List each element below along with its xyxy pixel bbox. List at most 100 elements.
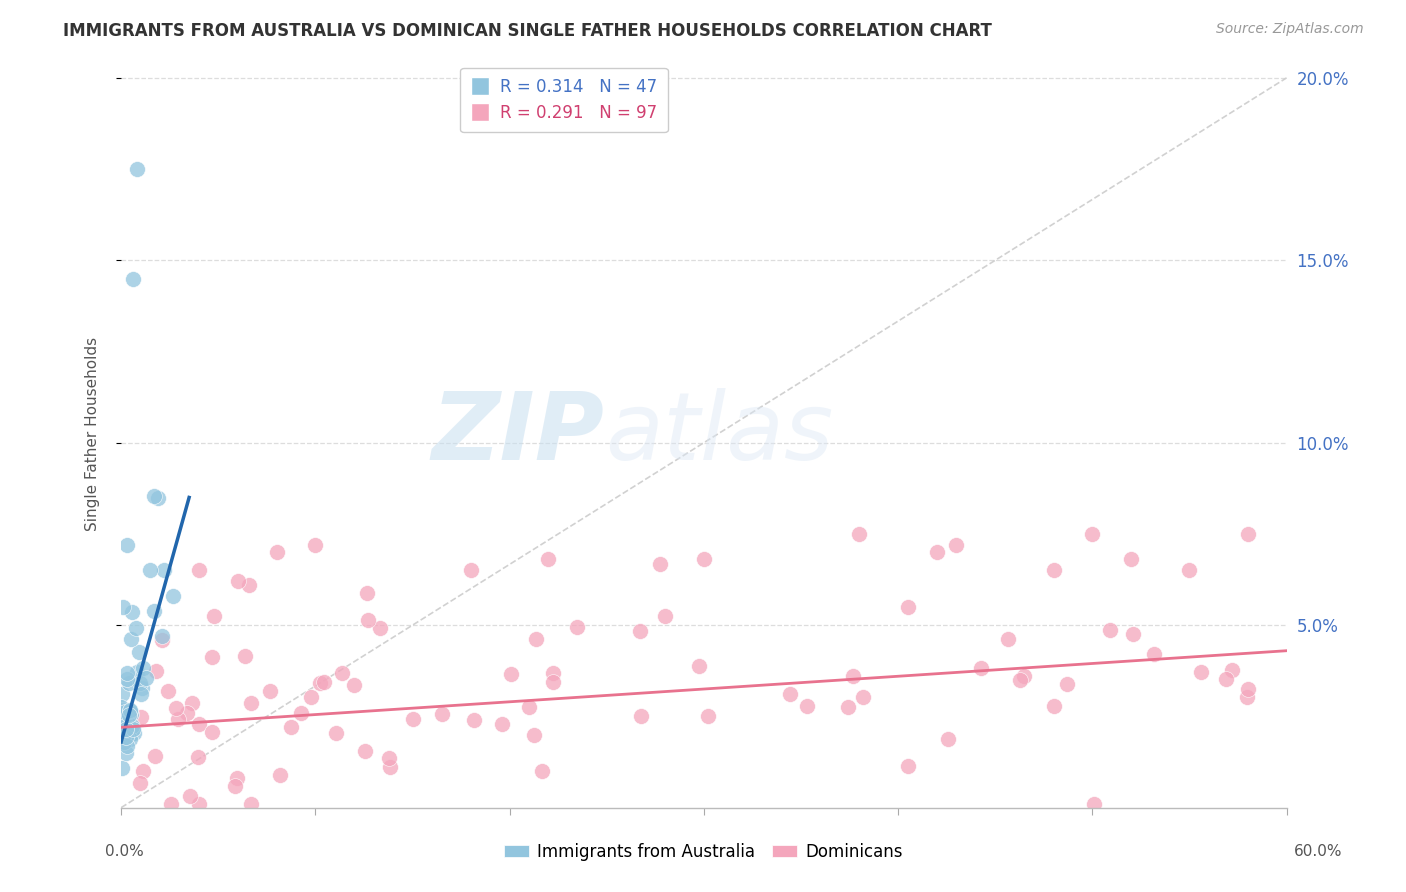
Point bbox=[259, 683, 281, 698]
Point bbox=[290, 706, 312, 721]
Point bbox=[1189, 665, 1212, 679]
Point bbox=[110, 700, 132, 714]
Point bbox=[240, 797, 263, 811]
Point bbox=[117, 672, 139, 686]
Point bbox=[142, 489, 165, 503]
Point bbox=[537, 552, 560, 566]
Point bbox=[112, 714, 135, 729]
Point bbox=[491, 717, 513, 731]
Point bbox=[848, 527, 870, 541]
Point bbox=[131, 681, 153, 695]
Point bbox=[125, 665, 148, 680]
Point bbox=[118, 708, 141, 723]
Point bbox=[120, 707, 142, 722]
Point bbox=[120, 632, 142, 647]
Point bbox=[125, 621, 148, 635]
Point bbox=[121, 722, 143, 736]
Point bbox=[115, 538, 138, 552]
Point bbox=[1083, 797, 1105, 811]
Point bbox=[970, 660, 993, 674]
Point bbox=[121, 719, 143, 733]
Point bbox=[150, 629, 173, 643]
Point bbox=[693, 552, 716, 566]
Point bbox=[187, 797, 209, 811]
Point bbox=[167, 712, 190, 726]
Point bbox=[145, 664, 167, 678]
Point bbox=[543, 666, 565, 681]
Point bbox=[117, 739, 139, 753]
Point bbox=[357, 613, 380, 627]
Point bbox=[187, 750, 209, 764]
Point bbox=[114, 723, 136, 737]
Point bbox=[239, 697, 262, 711]
Point bbox=[114, 722, 136, 736]
Point bbox=[115, 665, 138, 680]
Point bbox=[120, 726, 142, 740]
Point bbox=[356, 585, 378, 599]
Point bbox=[304, 538, 326, 552]
Text: IMMIGRANTS FROM AUSTRALIA VS DOMINICAN SINGLE FATHER HOUSEHOLDS CORRELATION CHAR: IMMIGRANTS FROM AUSTRALIA VS DOMINICAN S… bbox=[63, 22, 993, 40]
Point bbox=[118, 676, 141, 690]
Point bbox=[115, 730, 138, 744]
Text: 0.0%: 0.0% bbox=[105, 845, 145, 859]
Point bbox=[325, 726, 347, 740]
Point bbox=[1042, 564, 1064, 578]
Point bbox=[1178, 564, 1201, 578]
Point bbox=[201, 649, 224, 664]
Point bbox=[121, 271, 143, 285]
Point bbox=[114, 746, 136, 760]
Point bbox=[117, 716, 139, 731]
Point bbox=[1215, 672, 1237, 686]
Point bbox=[129, 676, 152, 690]
Point bbox=[1220, 664, 1243, 678]
Point bbox=[111, 702, 134, 716]
Point bbox=[945, 538, 967, 552]
Point bbox=[648, 557, 671, 571]
Point bbox=[121, 605, 143, 619]
Point bbox=[501, 667, 523, 681]
Point bbox=[1236, 527, 1258, 541]
Point bbox=[187, 564, 209, 578]
Point bbox=[938, 732, 960, 747]
Point bbox=[343, 678, 366, 692]
Point bbox=[1042, 699, 1064, 714]
Point bbox=[1012, 668, 1035, 682]
Point bbox=[852, 690, 875, 705]
Point bbox=[842, 669, 865, 683]
Point bbox=[314, 674, 336, 689]
Point bbox=[135, 672, 157, 686]
Point bbox=[1143, 647, 1166, 661]
Point bbox=[225, 771, 247, 785]
Point bbox=[837, 699, 859, 714]
Point bbox=[654, 609, 676, 624]
Point bbox=[120, 704, 142, 718]
Point bbox=[378, 760, 401, 774]
Point bbox=[354, 744, 377, 758]
Point bbox=[139, 564, 162, 578]
Point bbox=[630, 709, 652, 723]
Point bbox=[779, 687, 801, 701]
Point bbox=[159, 797, 181, 811]
Point bbox=[266, 545, 288, 559]
Point bbox=[517, 700, 540, 714]
Point bbox=[368, 621, 391, 635]
Point bbox=[309, 675, 332, 690]
Point bbox=[688, 659, 710, 673]
Point bbox=[162, 589, 184, 603]
Point bbox=[897, 759, 920, 773]
Point bbox=[146, 491, 169, 506]
Point bbox=[628, 624, 651, 638]
Point bbox=[125, 162, 148, 177]
Point bbox=[111, 761, 134, 775]
Point bbox=[530, 764, 553, 778]
Point bbox=[128, 776, 150, 790]
Point bbox=[523, 728, 546, 742]
Point bbox=[118, 732, 141, 747]
Point bbox=[402, 712, 425, 726]
Point bbox=[153, 564, 176, 578]
Point bbox=[463, 713, 485, 727]
Y-axis label: Single Father Households: Single Father Households bbox=[86, 336, 100, 531]
Point bbox=[226, 574, 249, 589]
Legend: Immigrants from Australia, Dominicans: Immigrants from Australia, Dominicans bbox=[496, 837, 910, 868]
Point bbox=[330, 665, 353, 680]
